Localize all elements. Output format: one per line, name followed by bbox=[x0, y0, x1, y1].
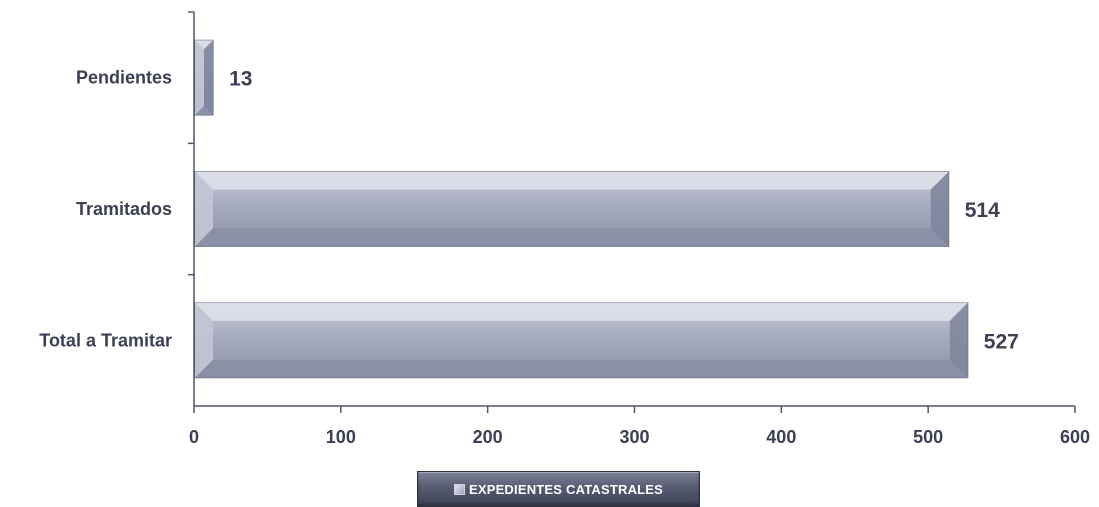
x-tick-label: 600 bbox=[1060, 427, 1090, 447]
data-label: 514 bbox=[965, 199, 1000, 222]
category-label: Total a Tramitar bbox=[39, 330, 172, 350]
x-tick-label: 100 bbox=[326, 427, 356, 447]
category-label: Tramitados bbox=[76, 199, 172, 219]
bar-total-a-tramitar bbox=[194, 302, 969, 379]
legend-label: EXPEDIENTES CATASTRALES bbox=[468, 481, 664, 497]
data-label: 13 bbox=[229, 68, 252, 91]
category-label: Pendientes bbox=[76, 68, 172, 88]
data-label: 527 bbox=[984, 330, 1019, 353]
x-tick-label: 400 bbox=[766, 427, 796, 447]
bar-pendientes bbox=[194, 39, 214, 116]
bar-tramitados bbox=[194, 171, 950, 247]
legend-swatch bbox=[453, 483, 465, 495]
x-tick-label: 0 bbox=[189, 427, 199, 447]
x-tick-label: 200 bbox=[473, 427, 503, 447]
x-tick-label: 500 bbox=[913, 427, 943, 447]
x-tick-label: 300 bbox=[619, 427, 649, 447]
legend: EXPEDIENTES CATASTRALES bbox=[417, 471, 700, 507]
